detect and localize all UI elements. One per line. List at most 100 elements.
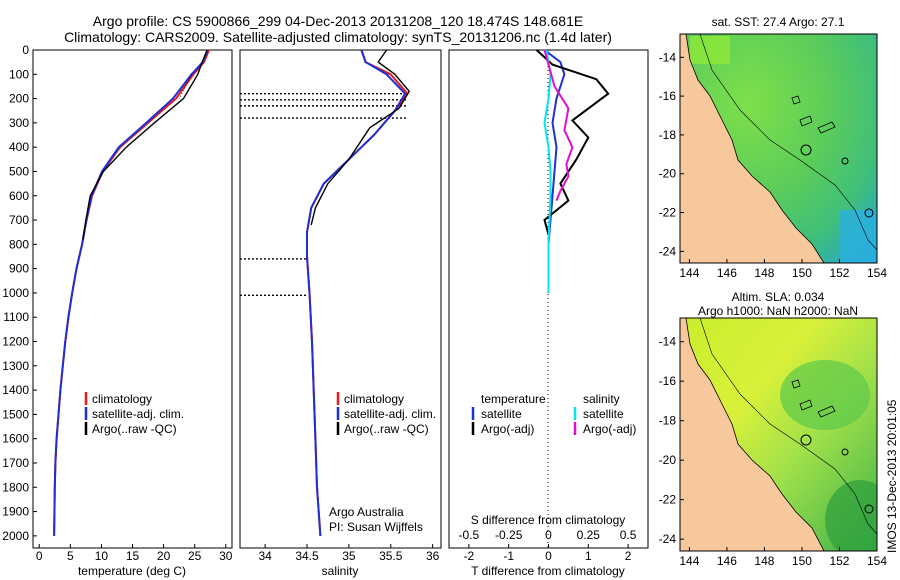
y-tick-label: 0 — [22, 43, 29, 57]
sst-warm-patch — [690, 36, 730, 64]
sst-marker-small — [841, 157, 849, 165]
x-tick-label: 34.5 — [295, 549, 319, 563]
legend-label-satellite-s: satellite — [583, 407, 624, 421]
legend-label-argo: Argo(..raw -QC) — [92, 422, 177, 436]
y-tick-label: 1900 — [2, 505, 29, 519]
x-tick-label: 36 — [426, 549, 440, 563]
map-y-tick-label: -20 — [659, 453, 677, 467]
legend-label-satellite: satellite-adj. clim. — [92, 407, 184, 421]
sst-land — [680, 34, 825, 263]
y-tick-label: 1500 — [2, 407, 29, 421]
sla-marker-east — [864, 504, 874, 514]
y-tick-label: 600 — [9, 189, 29, 203]
x-tick-label: 1 — [585, 549, 592, 563]
temperature-line-2 — [82, 49, 208, 240]
s-tick-label: -0.25 — [495, 528, 523, 542]
y-tick-label: 1700 — [2, 456, 29, 470]
map-x-tick-label: 144 — [679, 554, 699, 568]
x-tick-label: 30 — [219, 549, 233, 563]
difference-series — [535, 49, 610, 293]
difference-legend: temperature satellite Argo(-adj) salinit… — [471, 392, 636, 436]
header-line-1: Argo profile: CS 5900866_299 04-Dec-2013… — [93, 13, 583, 29]
map-x-tick-label: 152 — [829, 554, 849, 568]
imos-timestamp: IMOS 13-Dec-2013 20:01:05 — [885, 399, 899, 553]
sst-reefs — [791, 95, 836, 134]
sst-cool-patch — [840, 210, 877, 263]
s-tick-label: 0.25 — [577, 528, 601, 542]
map-x-tick-label: 146 — [717, 554, 737, 568]
y-tick-label: 300 — [9, 116, 29, 130]
difference-panel: -2 -1 0 1 2 -0.5 -0.25 0 0.25 0.5 temperature sat… — [448, 49, 649, 578]
pi-note: PI: Susan Wijffels — [329, 520, 423, 534]
y-tick-label: 1800 — [2, 480, 29, 494]
x-tick-label: 15 — [126, 549, 140, 563]
y-tick-label: 1200 — [2, 335, 29, 349]
sla-low-patch — [825, 480, 877, 551]
legend-label-satellite-t: satellite — [481, 407, 522, 421]
y-tick-label: 900 — [9, 262, 29, 276]
map-y-tick-label: -14 — [659, 335, 677, 349]
map-y-tick-label: -18 — [659, 414, 677, 428]
y-tick-label: 700 — [9, 213, 29, 227]
y-tick-label: 400 — [9, 140, 29, 154]
map-y-tick-label: -14 — [659, 50, 677, 64]
temperature-x-ticks: 0 5 10 15 20 25 30 — [36, 544, 233, 563]
map-x-tick-label: 152 — [829, 266, 849, 280]
sla-argo-location — [800, 434, 812, 446]
sla-marker-small — [841, 448, 849, 456]
legend-label-climatology: climatology — [344, 392, 404, 406]
header-line-2: Climatology: CARS2009. Satellite-adjuste… — [64, 29, 612, 45]
y-tick-label: 1000 — [2, 286, 29, 300]
s-tick-label: 0 — [545, 528, 552, 542]
sst-map-frame — [679, 33, 878, 264]
x-tick-label: 20 — [157, 549, 171, 563]
map-y-tick-label: -16 — [659, 374, 677, 388]
sla-high-patch — [780, 360, 870, 430]
temperature-legend: climatology satellite-adj. clim. Argo(..… — [84, 392, 184, 436]
sst-map-ticks: 144 146 148 150 152 154 -14 -16 -18 -20 -22 -24 — [659, 50, 888, 280]
legend-label-satellite: satellite-adj. clim. — [344, 407, 436, 421]
x-tick-label: 5 — [67, 549, 74, 563]
salinity-series — [306, 49, 411, 536]
sla-reefs — [791, 379, 836, 418]
temperature-series — [53, 49, 210, 536]
map-x-tick-label: 146 — [717, 266, 737, 280]
legend-label-climatology: climatology — [92, 392, 152, 406]
map-y-tick-label: -24 — [659, 244, 677, 258]
x-tick-label: -1 — [503, 549, 514, 563]
y-tick-label: 500 — [9, 164, 29, 178]
salinity-legend: climatology satellite-adj. clim. Argo(..… — [336, 392, 436, 436]
x-tick-label: -2 — [464, 549, 475, 563]
temperature-panel: 0100200300400500600700800900100011001200… — [2, 43, 232, 578]
legend-title-temperature: temperature — [481, 392, 546, 406]
legend-label-argo-s: Argo(-adj) — [583, 422, 636, 436]
map-x-tick-label: 150 — [792, 266, 812, 280]
map-y-tick-label: -16 — [659, 89, 677, 103]
sst-marker-east — [864, 208, 874, 218]
s-tick-label: 0.5 — [620, 528, 637, 542]
x-tick-label: 0 — [545, 549, 552, 563]
argo-australia-note: Argo Australia — [329, 505, 404, 519]
salinity-plot-frame — [239, 49, 442, 549]
y-tick-label: 1100 — [3, 310, 29, 324]
y-tick-label: 1400 — [2, 383, 29, 397]
map-x-tick-label: 154 — [867, 266, 887, 280]
y-tick-label: 800 — [9, 237, 29, 251]
map-x-tick-label: 144 — [679, 266, 699, 280]
map-y-tick-label: -18 — [659, 128, 677, 142]
y-tick-label: 1600 — [2, 432, 29, 446]
sla-shelf-edge — [699, 318, 877, 535]
x-tick-label: 35.5 — [379, 549, 403, 563]
s-difference-label: S difference from climatology — [471, 513, 626, 527]
y-tick-label: 100 — [9, 67, 29, 81]
difference-line-2 — [543, 49, 552, 293]
map-y-tick-label: -22 — [659, 493, 677, 507]
x-tick-label: 10 — [95, 549, 109, 563]
map-y-tick-label: -22 — [659, 206, 677, 220]
map-x-tick-label: 148 — [754, 554, 774, 568]
temperature-x-label: temperature (deg C) — [78, 564, 186, 578]
t-difference-label: T difference from climatology — [471, 564, 625, 578]
map-x-tick-label: 154 — [867, 554, 887, 568]
map-y-tick-label: -24 — [659, 532, 677, 546]
